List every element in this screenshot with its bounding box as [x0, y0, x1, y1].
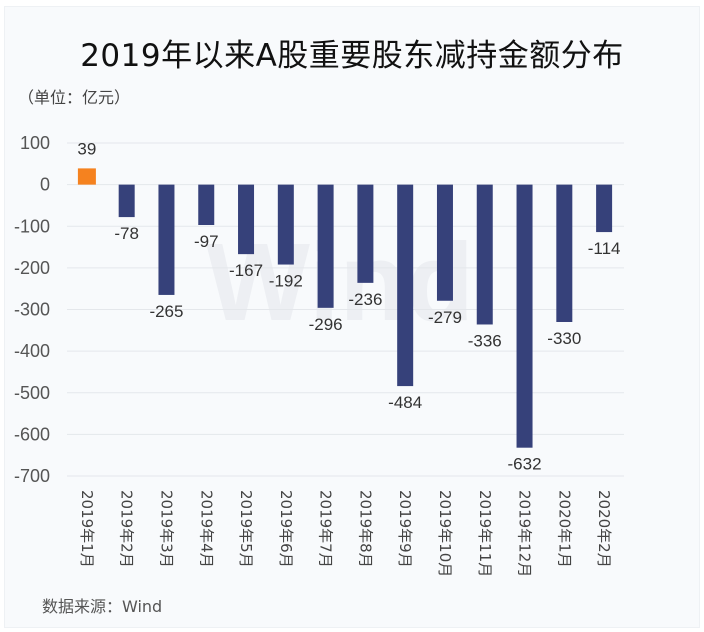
x-tick-label: 2020年2月: [595, 490, 613, 568]
x-tick-label: 2019年4月: [197, 490, 215, 568]
data-label: -265: [149, 302, 183, 321]
bar-2019年4月: [198, 184, 215, 226]
y-tick-label: 0: [40, 175, 50, 195]
y-tick-label: -600: [14, 424, 50, 444]
bar-2020年2月: [596, 184, 613, 233]
y-tick-label: -500: [14, 383, 50, 403]
x-tick-label: 2020年1月: [555, 490, 573, 568]
x-tick-label: 2019年8月: [356, 490, 374, 568]
data-label: -236: [348, 290, 382, 309]
bar-2019年7月: [317, 184, 334, 308]
x-tick-label: 2019年1月: [78, 490, 96, 568]
data-source: 数据来源：Wind: [42, 597, 163, 616]
bar-2019年3月: [158, 184, 175, 295]
data-label: -330: [547, 329, 581, 348]
bar-2019年10月: [436, 184, 453, 301]
data-label: -114: [588, 239, 621, 258]
x-tick-label: 2019年2月: [118, 490, 136, 568]
bar-2019年6月: [277, 184, 294, 265]
x-tick-label: 2019年12月: [516, 490, 534, 577]
x-tick-label: 2019年3月: [157, 490, 175, 568]
bar-2019年8月: [357, 184, 374, 283]
data-label: -167: [229, 261, 263, 280]
y-tick-label: -200: [14, 258, 50, 278]
x-tick-label: 2019年9月: [396, 490, 414, 568]
x-tick-label: 2019年6月: [277, 490, 295, 568]
y-tick-label: -300: [14, 300, 50, 320]
x-tick-label: 2019年11月: [476, 490, 494, 577]
data-label: -336: [468, 331, 502, 350]
chart-panel: [4, 6, 700, 628]
bar-2019年12月: [516, 184, 533, 448]
y-tick-label: -400: [14, 341, 50, 361]
x-tick-label: 2019年10月: [436, 490, 454, 577]
data-label: -97: [194, 232, 219, 251]
bar-2020年1月: [556, 184, 573, 322]
chart-title: 2019年以来A股重要股东减持金额分布: [80, 38, 624, 74]
unit-label: （单位：亿元）: [18, 88, 131, 107]
data-label: -279: [428, 308, 462, 327]
data-label: -296: [309, 315, 343, 334]
bar-2019年1月: [77, 168, 96, 185]
data-label: -192: [269, 272, 303, 291]
x-tick-label: 2019年5月: [237, 490, 255, 568]
data-label: -632: [508, 455, 542, 474]
y-tick-label: 100: [20, 133, 50, 153]
data-label: -78: [114, 224, 139, 243]
bar-2019年5月: [238, 184, 255, 255]
bar-2019年11月: [476, 184, 493, 325]
x-tick-label: 2019年7月: [317, 490, 335, 568]
bar-2019年2月: [118, 184, 135, 218]
data-label: 39: [77, 139, 96, 158]
y-tick-label: -700: [14, 466, 50, 486]
y-tick-label: -100: [14, 216, 50, 236]
data-label: -484: [388, 393, 422, 412]
bar-2019年9月: [397, 184, 414, 387]
